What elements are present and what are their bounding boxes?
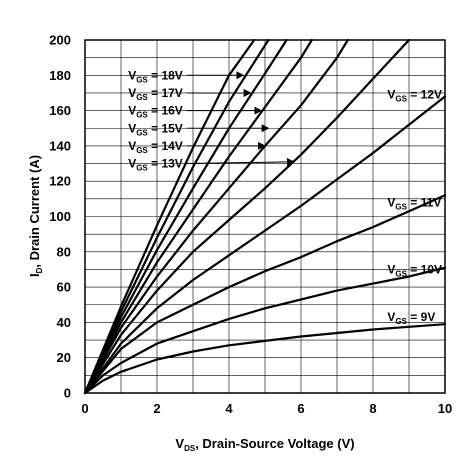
series-line-vgs-17v	[83, 38, 270, 395]
curve-label-vgs-10v: VGS = 10V	[387, 262, 442, 278]
curve-label-vgs-13v: VGS = 13V	[128, 157, 183, 173]
annotation-arrow	[186, 157, 295, 166]
y-tick-label: 40	[57, 315, 71, 330]
x-tick-label: 6	[297, 401, 304, 416]
plot-frame	[84, 39, 446, 394]
curve-label-vgs-17v: VGS = 17V	[128, 86, 183, 102]
series-line-vgs-13v	[83, 38, 411, 395]
y-tick-label: 80	[57, 244, 71, 259]
series-line-vgs-15v	[83, 38, 313, 395]
curve-label-vgs-14v: VGS = 14V	[128, 139, 183, 155]
y-axis-title: ID, Drain Current (A)	[27, 155, 44, 277]
y-tick-label: 120	[49, 174, 71, 189]
curve-label-vgs-9v: VGS = 9V	[387, 310, 435, 326]
grid	[85, 40, 445, 393]
y-tick-label: 60	[57, 280, 71, 295]
x-tick-label: 10	[438, 401, 452, 416]
x-tick-label: 0	[81, 401, 88, 416]
curve-label-vgs-12v: VGS = 12V	[387, 88, 442, 104]
series-line-vgs-16v	[83, 38, 288, 395]
x-tick-label: 4	[225, 401, 233, 416]
series-line-vgs-11v	[83, 194, 447, 395]
x-tick-label: 8	[369, 401, 376, 416]
curve-label-vgs-16v: VGS = 16V	[128, 104, 183, 120]
series-line-vgs-12v	[83, 95, 447, 395]
y-tick-label: 200	[49, 33, 71, 48]
y-tick-label: 100	[49, 209, 71, 224]
y-tick-label: 180	[49, 68, 71, 83]
y-tick-label: 20	[57, 350, 71, 365]
x-tick-label: 2	[153, 401, 160, 416]
y-tick-label: 160	[49, 103, 71, 118]
series-line-vgs-9v	[83, 323, 447, 395]
y-tick-label: 0	[64, 386, 71, 401]
series-line-vgs-10v	[83, 266, 447, 395]
curve-label-vgs-18v: VGS = 18V	[128, 68, 183, 84]
series-group	[83, 38, 447, 395]
series-line-vgs-14v	[83, 38, 349, 395]
series-line-vgs-18v	[83, 38, 256, 395]
y-tick-label: 140	[49, 138, 71, 153]
curve-label-vgs-11v: VGS = 11V	[387, 195, 441, 211]
x-axis-title: VDS, Drain-Source Voltage (V)	[175, 436, 354, 453]
curve-label-vgs-15v: VGS = 15V	[128, 121, 183, 137]
